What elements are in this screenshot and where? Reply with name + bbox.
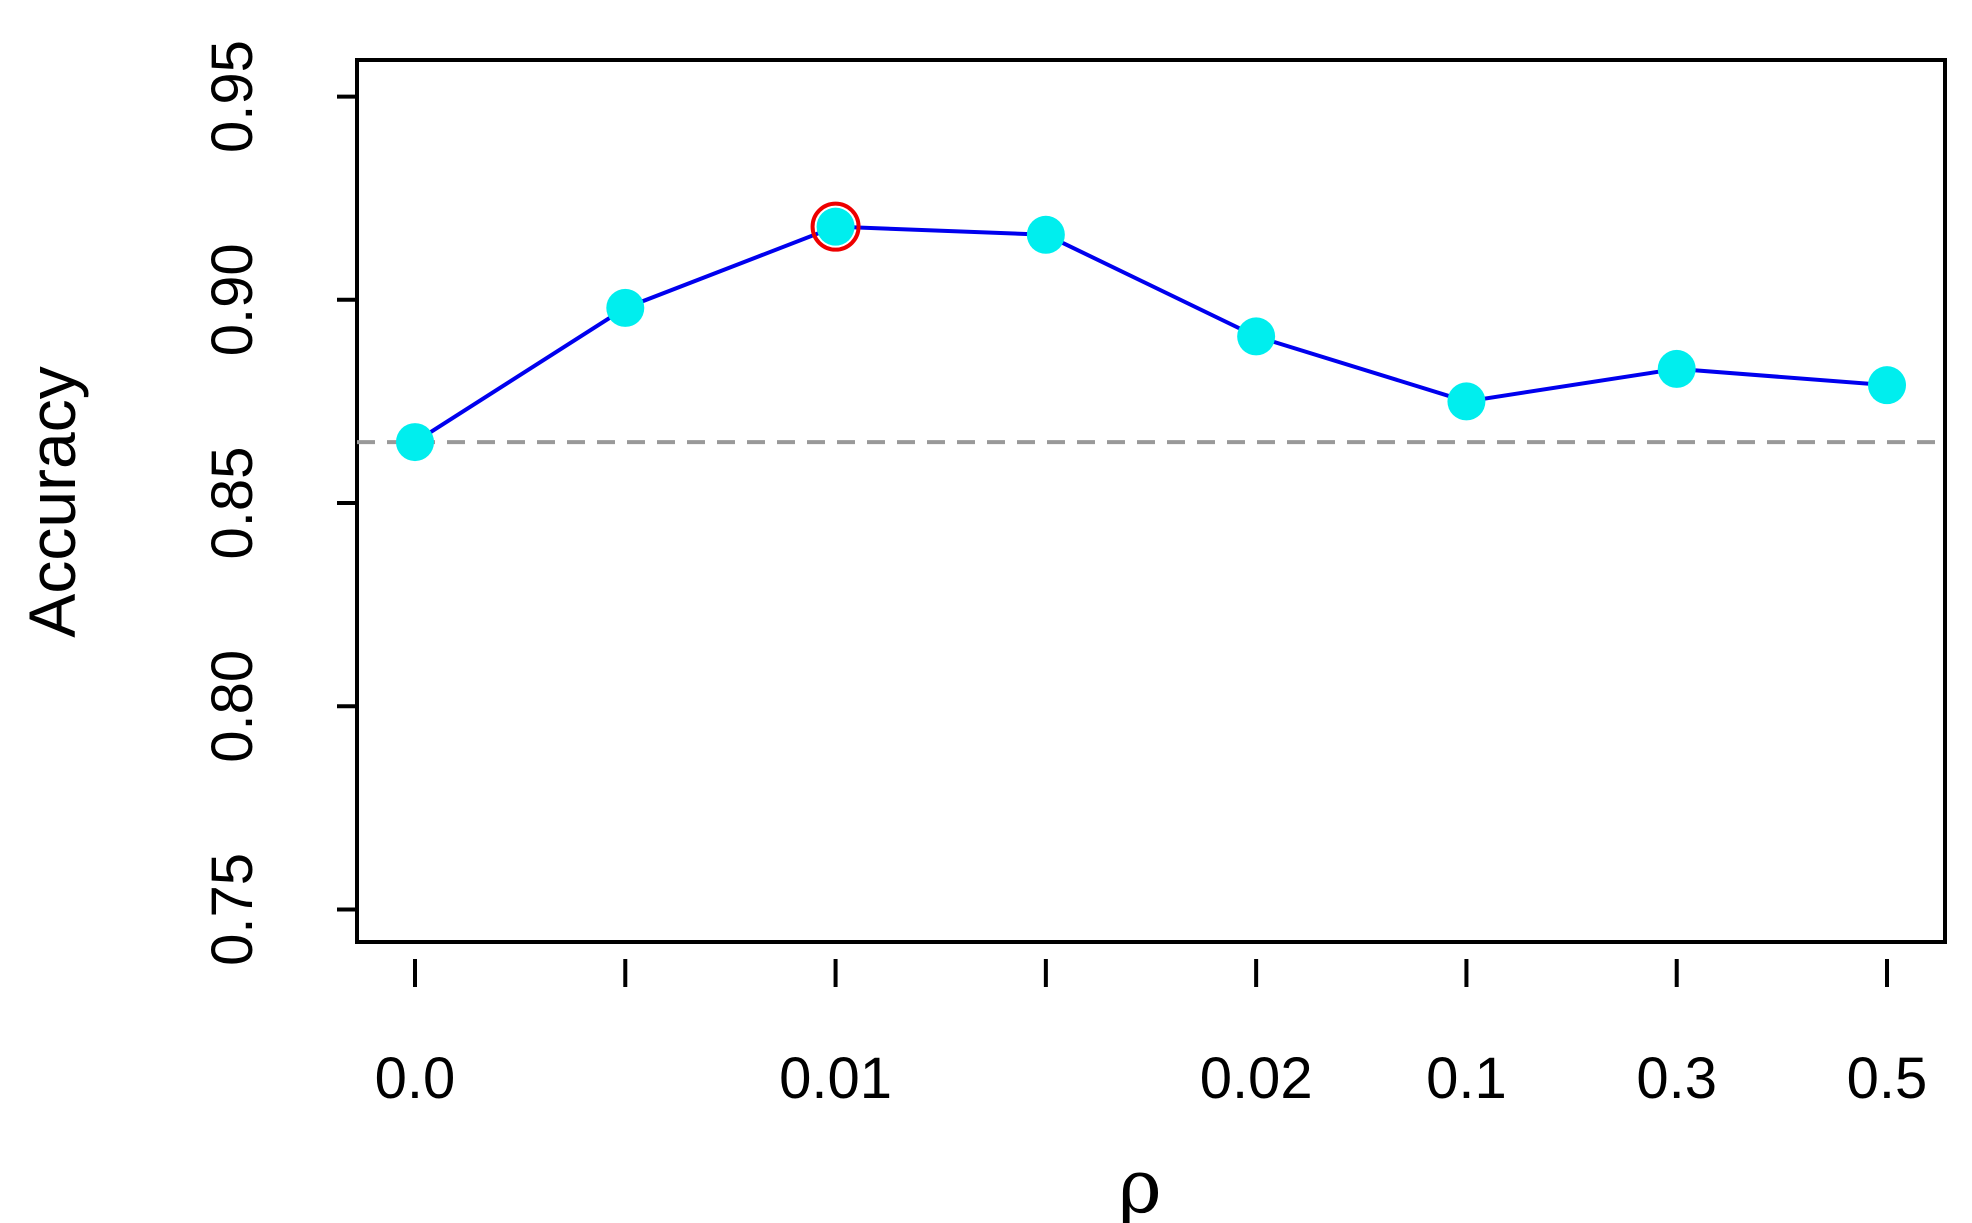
series-line bbox=[413, 224, 1888, 444]
data-point bbox=[396, 423, 434, 462]
y-axis-title: Accuracy bbox=[15, 366, 89, 637]
data-point bbox=[606, 288, 645, 327]
y-tick-label: 0.85 bbox=[200, 447, 265, 560]
x-tick-label: 0.01 bbox=[779, 1046, 892, 1111]
data-point bbox=[1868, 366, 1906, 405]
y-tick-label: 0.95 bbox=[200, 40, 265, 153]
data-point bbox=[1237, 317, 1276, 356]
x-tick-label: 0.5 bbox=[1847, 1046, 1928, 1111]
series-layer bbox=[396, 201, 1906, 462]
x-axis: 0.0 0.01 0.02 0.1 0.3 0.5 bbox=[375, 959, 1928, 1111]
data-point bbox=[1026, 215, 1065, 254]
y-tick-label: 0.90 bbox=[200, 243, 265, 356]
x-tick-label: 0.02 bbox=[1200, 1046, 1313, 1111]
data-point bbox=[816, 207, 855, 246]
y-tick-label: 0.75 bbox=[200, 853, 265, 966]
plot-frame bbox=[355, 58, 1947, 944]
x-axis-title: ρ bbox=[1118, 1144, 1162, 1223]
y-tick-label: 0.80 bbox=[200, 650, 265, 763]
data-point bbox=[1657, 349, 1696, 388]
x-tick-label: 0.3 bbox=[1636, 1046, 1717, 1111]
best-point-highlight-ring bbox=[810, 201, 861, 252]
y-axis: 0.75 0.80 0.85 0.90 0.95 bbox=[200, 40, 357, 966]
x-tick-label: 0.0 bbox=[375, 1046, 456, 1111]
data-point bbox=[1447, 382, 1486, 421]
x-tick-label: 0.1 bbox=[1426, 1046, 1507, 1111]
